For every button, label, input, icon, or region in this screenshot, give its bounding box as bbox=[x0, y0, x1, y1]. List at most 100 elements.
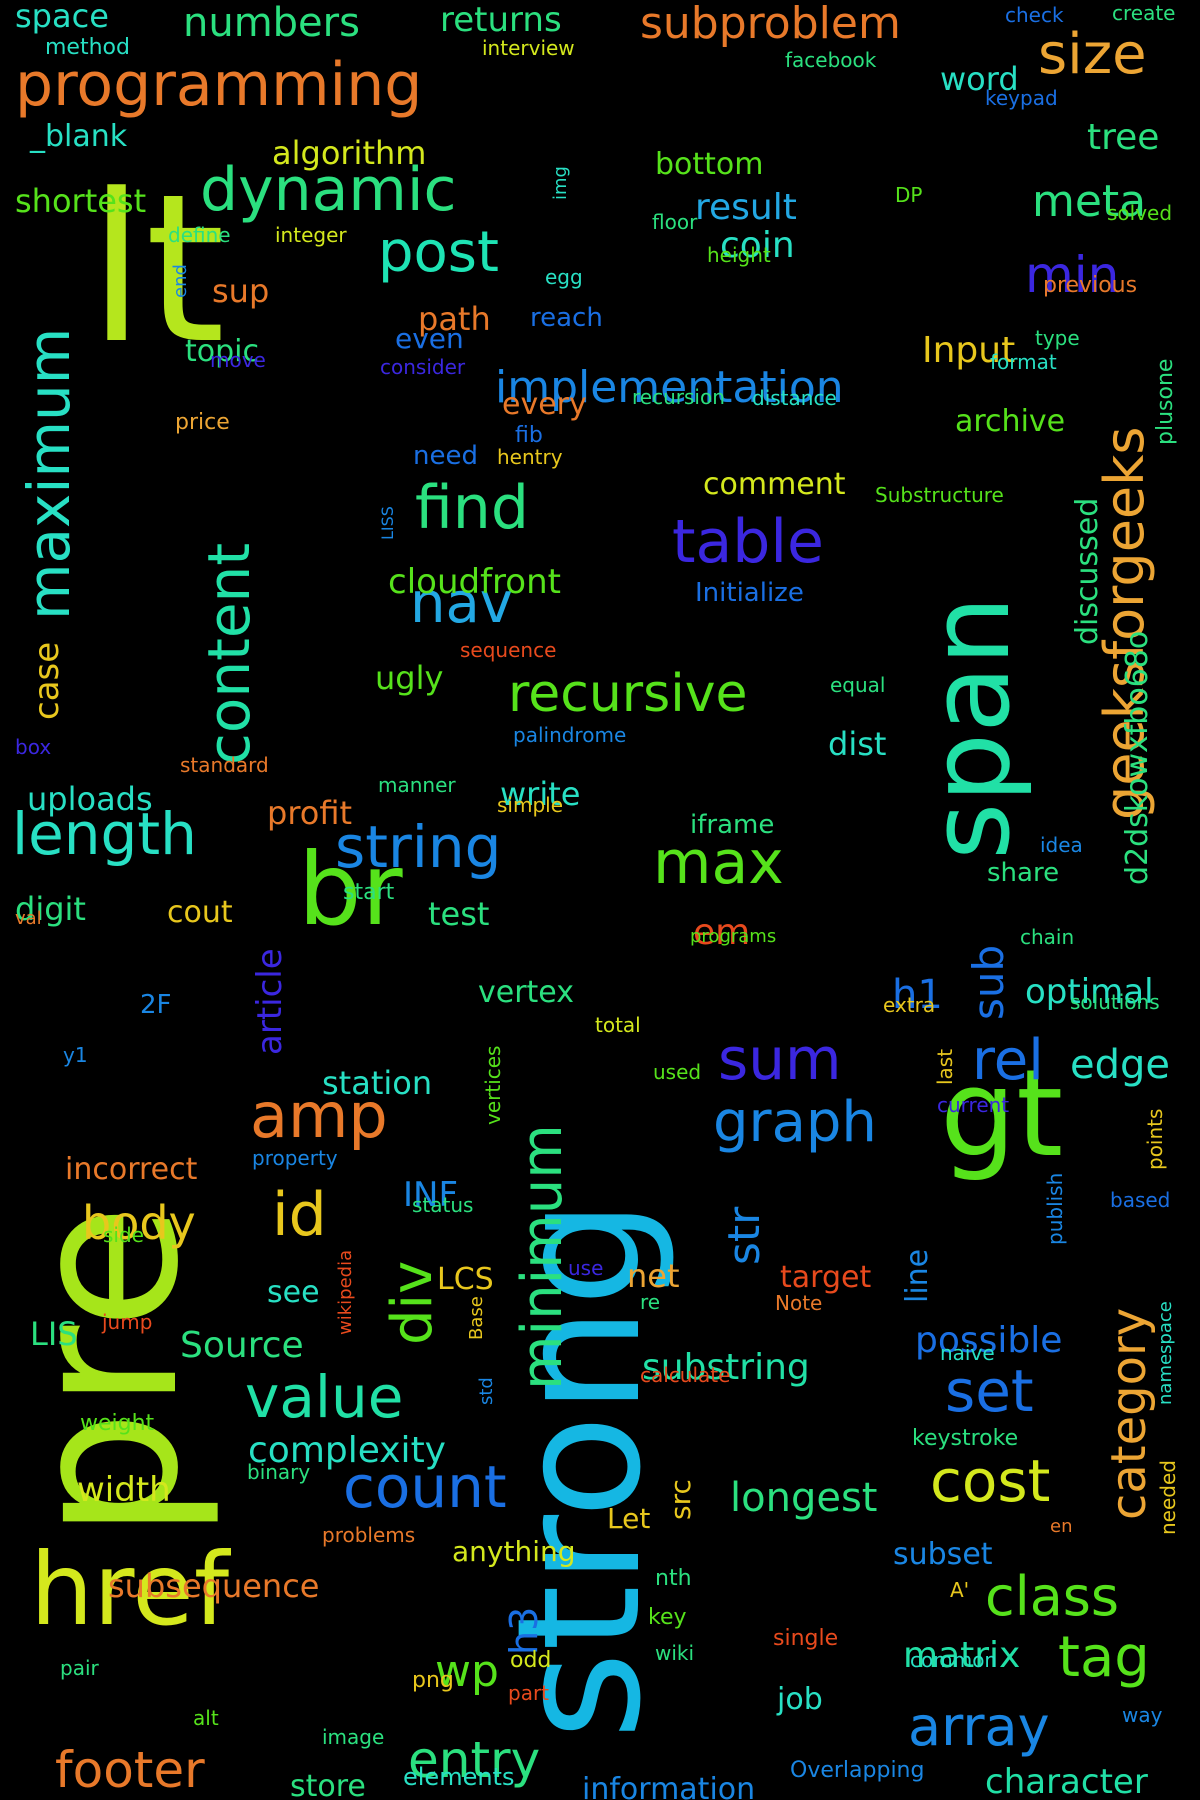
word-price: price bbox=[175, 410, 230, 435]
word-A': A' bbox=[950, 1578, 970, 1602]
word-points: points bbox=[1143, 1108, 1167, 1170]
word-body: body bbox=[82, 1196, 196, 1250]
word-numbers: numbers bbox=[183, 0, 360, 46]
word-returns: returns bbox=[440, 0, 562, 40]
word-complexity: complexity bbox=[248, 1430, 446, 1471]
word-href: href bbox=[30, 1531, 230, 1648]
word-Overlapping: Overlapping bbox=[790, 1758, 925, 1783]
word-algorithm: algorithm bbox=[272, 134, 427, 172]
word-comment: comment bbox=[703, 467, 846, 502]
word-vertex: vertex bbox=[478, 975, 574, 1010]
word-LIS: LIS bbox=[30, 1315, 78, 1353]
word-tree: tree bbox=[1087, 117, 1160, 158]
word-minimum: minimum bbox=[510, 1124, 575, 1390]
word-DP: DP bbox=[895, 183, 923, 207]
word-target: target bbox=[780, 1260, 872, 1295]
word-chain: chain bbox=[1020, 925, 1075, 949]
word-re: re bbox=[640, 1290, 661, 1314]
word-wikipedia: wikipedia bbox=[335, 1249, 356, 1335]
word-edge: edge bbox=[1070, 1042, 1170, 1088]
word-common: common bbox=[910, 1648, 998, 1672]
word-possible: possible bbox=[915, 1320, 1063, 1361]
word-h1: h1 bbox=[892, 972, 943, 1018]
word-programming: programming bbox=[15, 50, 423, 120]
word-standard: standard bbox=[180, 753, 269, 777]
word-path: path bbox=[418, 300, 491, 338]
word-sequence: sequence bbox=[460, 638, 557, 662]
word-Input: Input bbox=[922, 330, 1016, 371]
word-net: net bbox=[627, 1257, 680, 1295]
word-digit: digit bbox=[15, 890, 86, 928]
word-tag: tag bbox=[1058, 1625, 1150, 1690]
word-Source: Source bbox=[180, 1325, 304, 1366]
word-height: height bbox=[707, 243, 771, 267]
word-result: result bbox=[695, 187, 797, 228]
word-en: en bbox=[1050, 1516, 1073, 1537]
word-div: div bbox=[380, 1260, 445, 1345]
word-key: key bbox=[648, 1605, 687, 1630]
word-idea: idea bbox=[1040, 833, 1083, 857]
word-check: check bbox=[1005, 3, 1064, 27]
word-string: string bbox=[335, 813, 502, 881]
word-publish: publish bbox=[1043, 1172, 1067, 1245]
word-pair: pair bbox=[60, 1656, 99, 1680]
word-topic: topic bbox=[185, 334, 259, 369]
word-palindrome: palindrome bbox=[513, 723, 627, 747]
word-lt: lt bbox=[88, 151, 226, 389]
word-recursive: recursive bbox=[508, 664, 748, 724]
word-store: store bbox=[290, 1769, 366, 1800]
word-total: total bbox=[595, 1013, 641, 1037]
word-anything: anything bbox=[452, 1535, 576, 1568]
word-maximum: maximum bbox=[15, 327, 83, 620]
word-consider: consider bbox=[380, 355, 466, 379]
word-rel: rel bbox=[972, 1028, 1044, 1093]
word-Substructure: Substructure bbox=[875, 483, 1004, 507]
word-profit: profit bbox=[267, 794, 353, 832]
word-em: em bbox=[693, 912, 751, 953]
word-based: based bbox=[1110, 1188, 1171, 1212]
word-solved: solved bbox=[1107, 201, 1173, 225]
word-current: current bbox=[937, 1093, 1010, 1117]
word-see: see bbox=[267, 1275, 320, 1310]
word-entry: entry bbox=[408, 1731, 541, 1789]
word-type: type bbox=[1035, 326, 1080, 350]
word-str: str bbox=[719, 1206, 770, 1265]
word-dynamic: dynamic bbox=[200, 155, 457, 225]
word-hentry: hentry bbox=[497, 445, 563, 469]
word-width: width bbox=[77, 1470, 171, 1510]
word-fib: fib bbox=[515, 423, 543, 448]
word-amp: amp bbox=[250, 1079, 388, 1152]
word-problems: problems bbox=[322, 1523, 416, 1547]
word-recursion: recursion bbox=[632, 385, 725, 409]
word-every: every bbox=[502, 387, 587, 422]
word-keystroke: keystroke bbox=[912, 1426, 1019, 1451]
word-subproblem: subproblem bbox=[640, 0, 901, 49]
word-subset: subset bbox=[893, 1537, 993, 1572]
word-programs: programs bbox=[690, 926, 777, 947]
word-length: length bbox=[12, 800, 197, 868]
word-cloudfront: cloudfront bbox=[388, 562, 561, 602]
word-span: span bbox=[906, 595, 1034, 860]
word-array: array bbox=[908, 1695, 1050, 1758]
word-Base: Base bbox=[466, 1296, 487, 1340]
word-define: define bbox=[168, 223, 231, 247]
word-Note: Note bbox=[775, 1291, 823, 1315]
word-meta: meta bbox=[1032, 176, 1147, 227]
word-reach: reach bbox=[530, 303, 603, 333]
word-val: val bbox=[15, 908, 42, 929]
word-keypad: keypad bbox=[985, 86, 1058, 110]
word-nth: nth bbox=[655, 1566, 692, 1591]
word-simple: simple bbox=[497, 793, 564, 817]
word-bottom: bottom bbox=[655, 147, 764, 182]
word-sum: sum bbox=[718, 1025, 842, 1093]
word-use: use bbox=[568, 1256, 604, 1280]
word-write: write bbox=[500, 775, 581, 813]
word-post: post bbox=[378, 220, 499, 285]
word-longest: longest bbox=[730, 1475, 878, 1521]
word-Let: Let bbox=[607, 1502, 651, 1535]
word-y1: y1 bbox=[63, 1043, 88, 1067]
word-interview: interview bbox=[482, 36, 575, 60]
word-image: image bbox=[322, 1725, 385, 1749]
word-even: even bbox=[395, 322, 464, 355]
word-size: size bbox=[1038, 22, 1147, 87]
